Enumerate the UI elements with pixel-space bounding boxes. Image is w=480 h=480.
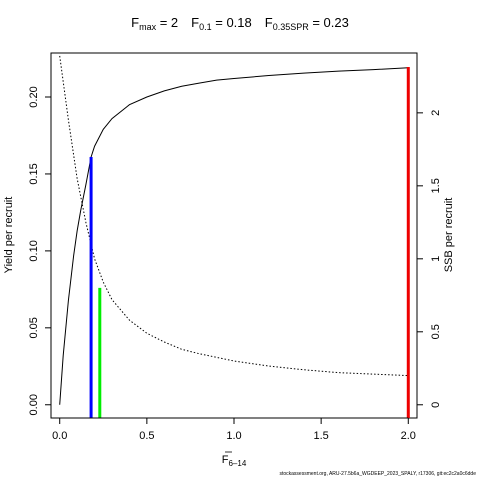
y2-tick-label: 1.5 <box>430 178 442 193</box>
chart-title-text: Fmax = 2 F0.1 = 0.18 F0.35SPR = 0.23 <box>131 15 349 32</box>
y-tick-label: 0.10 <box>28 240 40 261</box>
y2-axis-label: SSB per recruit <box>443 198 455 273</box>
y-axis-left: 0.00 0.05 0.10 0.15 0.20 <box>28 86 52 415</box>
series-lines <box>59 55 409 405</box>
x-axis: 0.0 0.5 1.0 1.5 2.0 <box>52 417 416 442</box>
y2-tick-label: 0 <box>430 402 442 408</box>
x-axis-label: F6–14 <box>222 451 247 468</box>
y-tick-label: 0.05 <box>28 317 40 338</box>
ssb-per-recruit-line <box>59 55 409 377</box>
y-axis-right: 0 0.5 1 1.5 2 <box>416 110 442 408</box>
x-tick-label: 2.0 <box>401 430 416 442</box>
y2-tick-label: 1 <box>430 256 442 262</box>
x-axis-label-text: F6–14 <box>222 454 247 468</box>
x-tick-label: 0.0 <box>52 430 67 442</box>
x-tick-label: 1.0 <box>226 430 241 442</box>
y-axis-label: Yield per recruit <box>3 197 15 274</box>
y-tick-label: 0.15 <box>28 163 40 184</box>
plot-frame <box>50 52 418 419</box>
y2-tick-label: 2 <box>430 110 442 116</box>
y-tick-label: 0.20 <box>28 86 40 107</box>
x-tick-label: 0.5 <box>139 430 154 442</box>
y2-tick-label: 0.5 <box>430 324 442 339</box>
yield-per-recruit-line <box>59 67 409 405</box>
footer-note: stockassessment.org, ARU-27.5b6a_WGDEEP_… <box>279 471 476 477</box>
chart-title: Fmax = 2 F0.1 = 0.18 F0.35SPR = 0.23 <box>131 15 349 32</box>
x-tick-label: 1.5 <box>313 430 328 442</box>
y-tick-label: 0.00 <box>28 394 40 415</box>
reference-lines <box>89 67 410 418</box>
